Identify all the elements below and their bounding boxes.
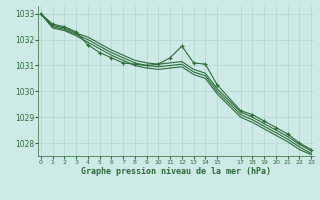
X-axis label: Graphe pression niveau de la mer (hPa): Graphe pression niveau de la mer (hPa) (81, 167, 271, 176)
